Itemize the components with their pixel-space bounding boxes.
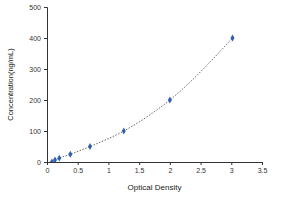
axis-line [48,163,263,166]
tick-mark [44,7,47,8]
tick-mark [44,131,47,132]
tick-label: 0 [37,159,41,166]
tick-label: 100 [29,128,41,135]
tick-label: 0.5 [73,167,83,174]
data-point [68,151,72,158]
tick-label: 2.5 [196,167,206,174]
axis-line [44,8,48,163]
y-axis: 0 100 200 300 400 500 [29,4,47,166]
tick-mark [78,162,79,165]
tick-label: 500 [29,4,41,11]
tick: 1.5 [135,162,145,174]
data-point [53,157,57,162]
tick-mark [262,162,263,165]
tick: 2.5 [196,162,206,174]
tick-label: 1.5 [135,167,145,174]
tick-mark [231,162,232,165]
data-point [168,97,172,104]
data-point [122,128,126,135]
tick-label: 200 [29,97,41,104]
tick-label: 1 [107,167,111,174]
fit-line [52,38,233,162]
tick: 300 [29,66,47,73]
y-axis-title: Concentration(ng/mL) [6,48,15,121]
tick-mark [44,38,47,39]
chart: 0 0.5 1 1.5 2 2.5 3 3.5 0 100 200 300 400 500 Optical … [0,0,300,200]
tick-label: 300 [29,66,41,73]
tick: 400 [29,35,47,42]
tick: 0.5 [73,162,83,174]
tick-mark [44,69,47,70]
tick: 100 [29,128,47,135]
tick: 3 [230,162,234,174]
tick: 0 [37,159,47,166]
tick-mark [201,162,202,165]
tick: 500 [29,4,47,11]
data-point [88,143,92,150]
tick-mark [108,162,109,165]
tick: 2 [168,162,172,174]
tick-mark [170,162,171,165]
tick-label: 0 [46,167,50,174]
tick-label: 3.5 [258,167,268,174]
plot-area [50,35,235,162]
tick-mark [44,100,47,101]
tick-label: 3 [230,167,234,174]
tick-mark [44,162,47,163]
tick: 3.5 [258,162,268,174]
tick-mark [139,162,140,165]
data-point [57,155,61,162]
tick-label: 2 [168,167,172,174]
tick: 200 [29,97,47,104]
tick: 0 [46,162,50,174]
x-axis-title: Optical Density [128,183,182,192]
tick: 1 [107,162,111,174]
data-point [231,35,235,42]
tick-label: 400 [29,35,41,42]
x-axis: 0 0.5 1 1.5 2 2.5 3 3.5 [46,162,268,174]
